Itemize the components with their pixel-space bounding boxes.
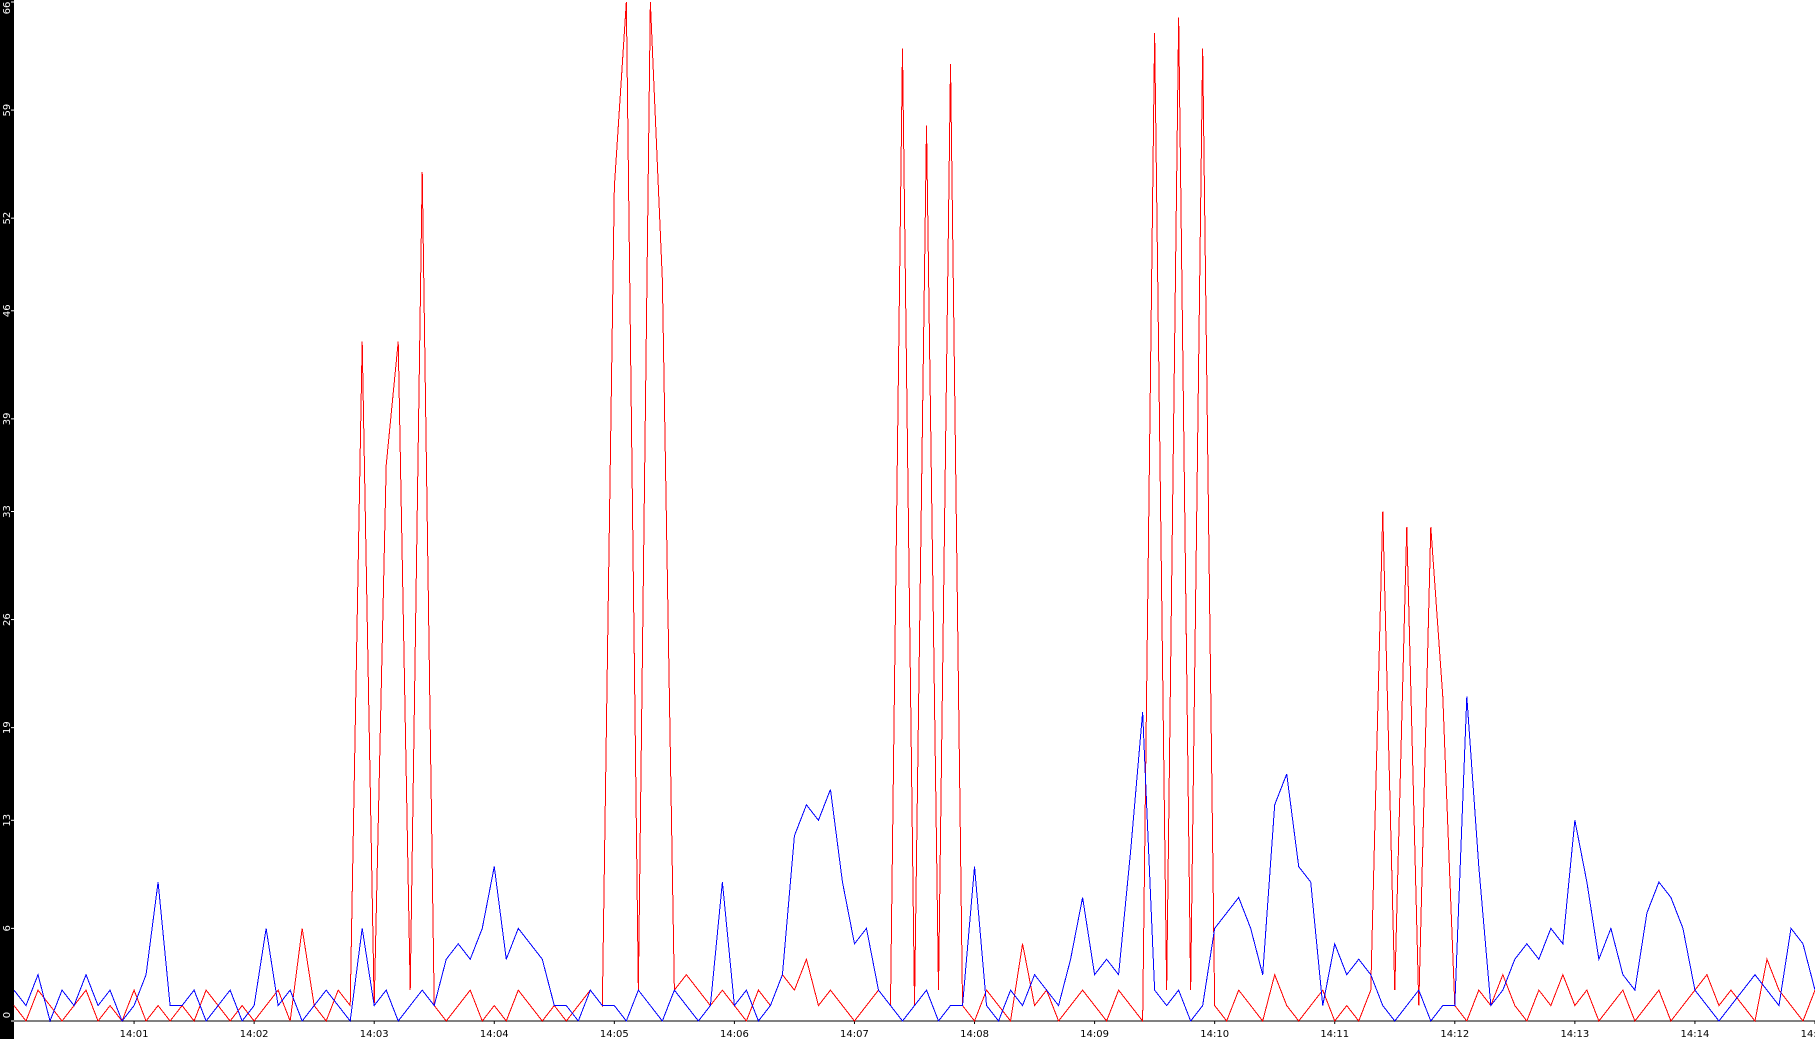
y-tick-label: 46 [2, 304, 13, 317]
y-tick-label: 0 [2, 1012, 13, 1018]
x-tick-label: 14:11 [1320, 1029, 1349, 1039]
x-tick-label: 14:05 [600, 1029, 629, 1039]
x-tick-label: 14:07 [840, 1029, 869, 1039]
x-tick-label: 14:10 [1200, 1029, 1229, 1039]
x-tick-label: 14:15 [1801, 1029, 1815, 1039]
x-tick-label: 14:09 [1080, 1029, 1109, 1039]
y-tick-label: 26 [2, 613, 13, 626]
y-axis-strip [0, 0, 14, 1039]
x-tick-label: 14:01 [120, 1029, 149, 1039]
y-tick-label: 19 [2, 721, 13, 734]
x-tick-label: 14:12 [1440, 1029, 1469, 1039]
x-tick-label: 14:06 [720, 1029, 749, 1039]
y-tick-label: 66 [2, 2, 13, 15]
x-tick-label: 14:08 [960, 1029, 989, 1039]
y-tick-label: 52 [2, 212, 13, 225]
x-tick-label: 14:13 [1560, 1029, 1589, 1039]
x-tick-label: 14:02 [240, 1029, 269, 1039]
y-tick-label: 59 [2, 104, 13, 117]
series-line [13, 1, 1815, 1023]
y-tick-label: 13 [2, 814, 13, 827]
series-line [13, 696, 1815, 1023]
y-tick-label: 39 [2, 412, 13, 425]
y-tick-label: 33 [2, 505, 13, 518]
x-tick-label: 14:14 [1681, 1029, 1710, 1039]
x-tick-label: 14:04 [480, 1029, 509, 1039]
y-tick-label: 6 [2, 925, 13, 931]
x-tick-label: 14:03 [360, 1029, 389, 1039]
